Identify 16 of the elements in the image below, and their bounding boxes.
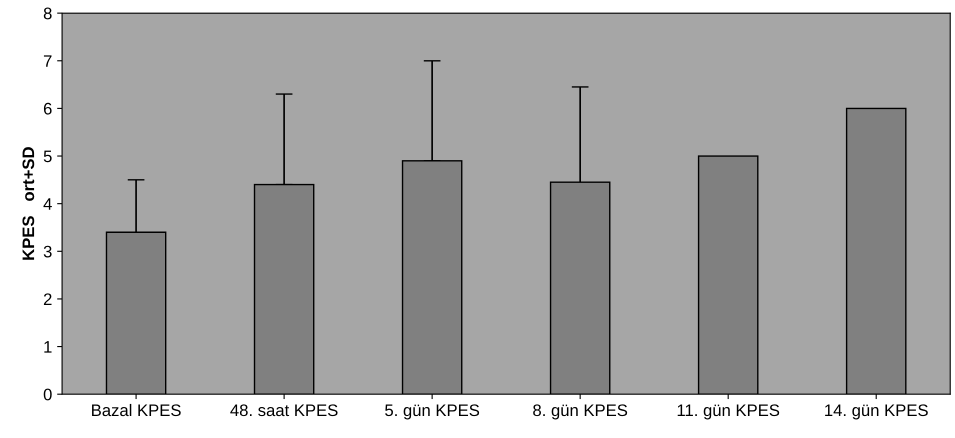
y-tick-label: 5 xyxy=(44,150,52,162)
y-tick-label: 8 xyxy=(44,8,52,20)
x-tick-label: 8. gün KPES xyxy=(533,404,628,420)
x-tick-label: Bazal KPES xyxy=(92,404,181,416)
x-tick-label: 48. saat KPES xyxy=(230,404,338,416)
y-axis-title: KPES ort+SD xyxy=(22,147,34,260)
y-tick-label: 4 xyxy=(43,198,52,210)
x-tick-label: 5. gün KPES xyxy=(385,404,480,420)
x-tick-label: 14. gün KPES xyxy=(825,404,928,420)
x-tick-label: 11. gün KPES xyxy=(678,404,780,420)
y-tick-label: 2 xyxy=(44,293,52,305)
y-tick-label: 0 xyxy=(44,388,52,400)
y-tick-label: 1 xyxy=(44,341,52,353)
y-tick-label: 3 xyxy=(44,246,52,258)
y-tick-label: 7 xyxy=(44,55,52,67)
y-tick-label: 6 xyxy=(44,102,52,115)
